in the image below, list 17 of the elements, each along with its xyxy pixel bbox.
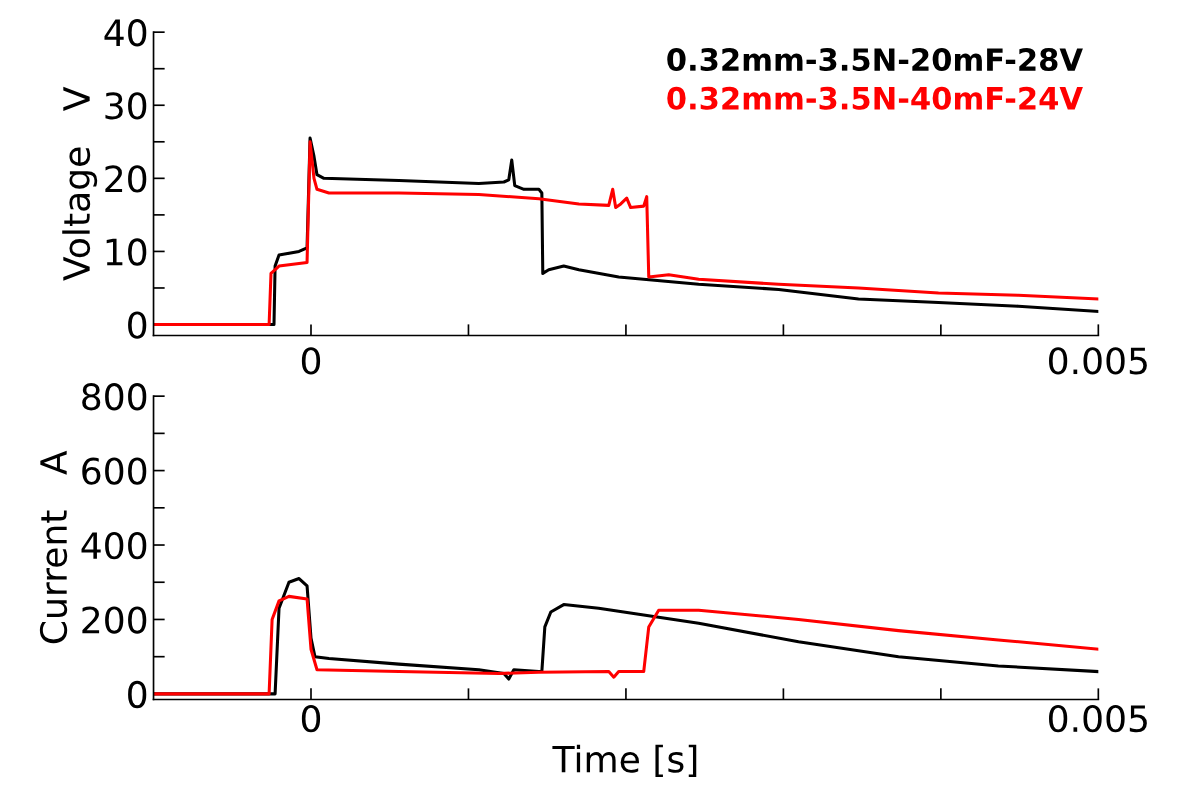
x-axis-title: Time [s] — [552, 744, 697, 778]
y-tick-label: 30 — [105, 92, 147, 120]
y-tick-label: 400 — [81, 531, 147, 560]
y-tick-label: 200 — [82, 606, 147, 634]
text: 0.005 — [1049, 347, 1147, 375]
y-tick-label: 10 — [106, 238, 147, 266]
text: 0 — [301, 347, 321, 375]
y-tick-label: 0 — [128, 311, 147, 339]
y-tick-label: 800 — [82, 383, 147, 411]
text: 0.32mm-3.5N-40mF-24V — [667, 86, 1083, 110]
y-tick-label: 600 — [82, 457, 147, 485]
y-axis-title: Voltage V — [62, 86, 98, 281]
y-axis-title: Current A — [39, 450, 68, 644]
y-tick-label: 20 — [105, 165, 147, 193]
text: 0.32mm-3.5N-20mF-28V — [667, 47, 1083, 72]
y-tick-label: 0 — [128, 680, 147, 709]
y-tick-label: 40 — [104, 19, 147, 47]
